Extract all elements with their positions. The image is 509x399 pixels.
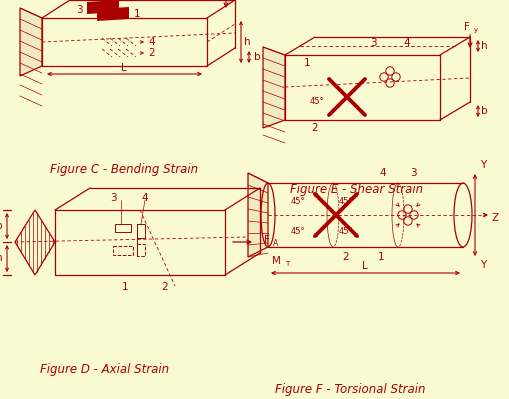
Polygon shape <box>97 7 129 21</box>
Text: 1: 1 <box>133 9 140 19</box>
Text: y: y <box>473 27 477 33</box>
Text: 1: 1 <box>377 252 384 262</box>
Text: 2: 2 <box>161 282 168 292</box>
Text: 4: 4 <box>142 193 148 203</box>
Text: F: F <box>264 235 269 245</box>
Text: Figure F - Torsional Strain: Figure F - Torsional Strain <box>274 383 425 397</box>
Text: 4: 4 <box>149 37 155 47</box>
Text: 4: 4 <box>379 168 385 178</box>
Text: 45°: 45° <box>290 196 305 205</box>
Text: 2: 2 <box>149 48 155 58</box>
Text: L: L <box>361 261 367 271</box>
Text: 45°: 45° <box>338 227 353 235</box>
Text: 45°: 45° <box>309 97 324 105</box>
Text: 1: 1 <box>303 58 309 68</box>
Text: h: h <box>0 253 3 263</box>
Text: 2: 2 <box>342 252 349 262</box>
Text: 45°: 45° <box>338 196 353 205</box>
Text: Z: Z <box>491 213 498 223</box>
Bar <box>137 224 145 238</box>
Text: 45°: 45° <box>290 227 305 235</box>
Text: M: M <box>271 256 280 266</box>
Text: 1: 1 <box>122 282 128 292</box>
Text: 3: 3 <box>109 193 116 203</box>
Text: b: b <box>480 106 487 116</box>
Text: Figure E - Shear Strain: Figure E - Shear Strain <box>290 184 422 196</box>
Text: 3: 3 <box>369 38 376 48</box>
Text: T: T <box>285 261 289 267</box>
Text: F: F <box>463 22 469 32</box>
Polygon shape <box>20 8 42 76</box>
Bar <box>137 244 145 256</box>
Text: Y: Y <box>479 160 485 170</box>
Text: Figure C - Bending Strain: Figure C - Bending Strain <box>50 164 197 176</box>
Text: 2: 2 <box>311 123 318 133</box>
Polygon shape <box>247 173 267 257</box>
Text: h: h <box>480 41 487 51</box>
Polygon shape <box>263 47 285 128</box>
Text: 3: 3 <box>75 5 82 15</box>
Text: b: b <box>0 221 3 231</box>
Text: Figure D - Axial Strain: Figure D - Axial Strain <box>40 363 169 377</box>
Text: 3: 3 <box>409 168 415 178</box>
Text: b: b <box>253 52 260 62</box>
Text: A: A <box>272 239 278 249</box>
Text: 4: 4 <box>402 38 409 48</box>
Text: h: h <box>243 37 250 47</box>
Bar <box>115 224 131 232</box>
Bar <box>113 246 133 255</box>
Polygon shape <box>87 0 119 14</box>
Text: Y: Y <box>479 260 485 270</box>
Text: L: L <box>121 63 127 73</box>
